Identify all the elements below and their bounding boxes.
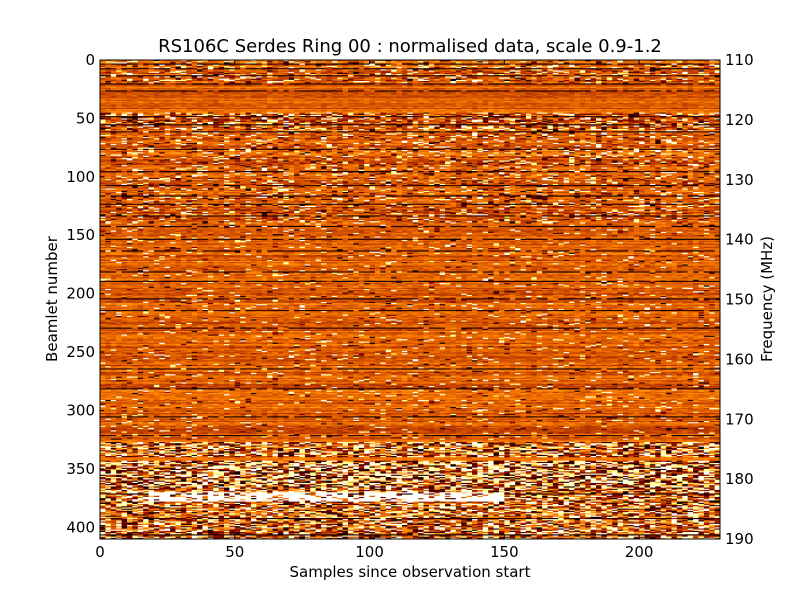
- plot-area: [100, 60, 720, 539]
- chart-title: RS106C Serdes Ring 00 : normalised data,…: [158, 36, 662, 57]
- heatmap-cells: [100, 60, 720, 539]
